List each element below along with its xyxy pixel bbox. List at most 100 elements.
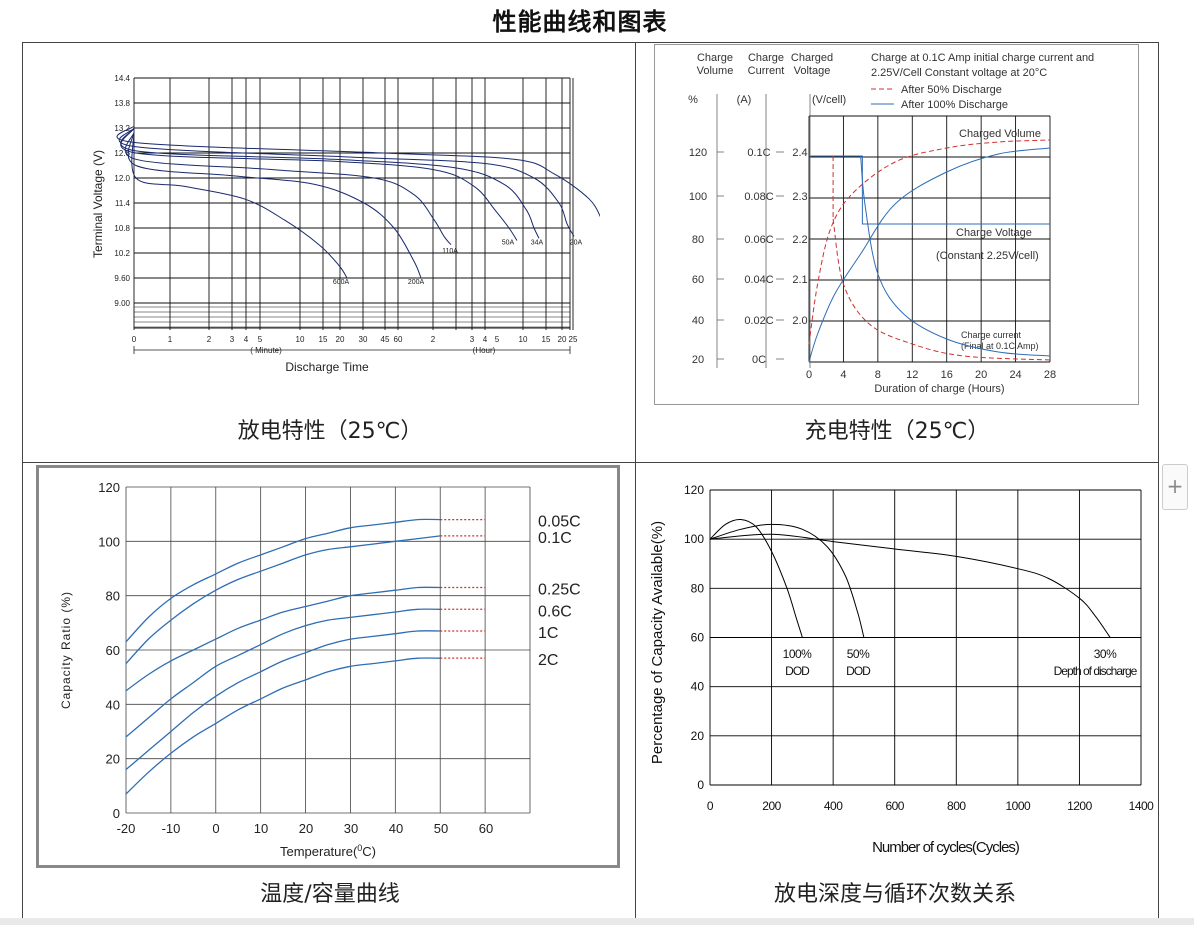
y-tick-label: 20	[106, 752, 120, 767]
x-tick-label: 60	[479, 821, 493, 836]
series-label-bottom: Depth of discharge	[1054, 664, 1138, 678]
x-tick-label: 24	[1009, 369, 1021, 381]
series-label: 0.05C	[538, 514, 581, 531]
discharge-curve-50A	[120, 127, 518, 241]
annotation-charge-voltage: Charge Voltage	[956, 227, 1032, 239]
x-tick-label: 600	[885, 799, 904, 813]
current-tick-label: 0.06C	[744, 234, 773, 246]
series-label: 0.1C	[538, 530, 572, 547]
charged-volume-100	[808, 147, 1051, 363]
column-header-top: Charge	[697, 52, 733, 64]
chart-grid-table	[22, 42, 1159, 925]
x-tick-label: 3	[470, 335, 475, 344]
x-axis-title: Temperature(0C)	[280, 843, 376, 859]
y-tick-label: 11.4	[115, 199, 131, 208]
discharge-caption: 放电特性（25℃）	[237, 419, 423, 444]
x-tick-label: 2	[431, 335, 436, 344]
series-label-top: 100%	[783, 647, 813, 661]
table-divider-vertical	[635, 42, 636, 925]
series-label-top: 30%	[1094, 647, 1117, 661]
volume-tick-label: 120	[689, 147, 707, 159]
voltage-tick-label: 2.4	[792, 147, 807, 159]
y-tick-label: 12.0	[114, 174, 130, 183]
chart-border	[654, 44, 1139, 405]
series-label: 0.25C	[538, 582, 581, 599]
add-button[interactable]: +	[1162, 464, 1188, 510]
x-axis-title: Discharge Time	[285, 360, 369, 374]
x-tick-label: 4	[483, 335, 488, 344]
y-tick-label: 10.8	[114, 224, 130, 233]
capacity-curve-0.6C	[125, 608, 441, 738]
x-unit-minute: ( Minute)	[250, 346, 282, 355]
capacity-curve-2C	[125, 657, 441, 795]
current-tick-label: 0.08C	[744, 191, 773, 203]
page-title: 性能曲线和图表	[492, 8, 668, 36]
cycle-curve-1	[709, 518, 803, 638]
x-tick-label: 0	[132, 335, 137, 344]
x-tick-label: 15	[319, 335, 328, 344]
charge-caption: 充电特性（25℃）	[804, 419, 990, 444]
legend-label: After 100% Discharge	[901, 99, 1008, 111]
x-tick-label: 45	[381, 335, 390, 344]
x-tick-label: 20	[558, 335, 567, 344]
x-tick-label: 30	[359, 335, 368, 344]
y-tick-label: 14.4	[114, 74, 130, 83]
x-axis-title: Number of cycles(Cycles)	[872, 839, 1020, 856]
volume-tick-label: 20	[692, 354, 704, 366]
curve-label: 34A	[531, 240, 544, 247]
x-tick-label: 0	[212, 821, 219, 836]
x-tick-label: 20	[975, 369, 987, 381]
x-tick-label: 1	[168, 335, 173, 344]
chart-title-line1: Charge at 0.1C Amp initial charge curren…	[871, 52, 1094, 64]
legend-label: After 50% Discharge	[901, 84, 1002, 96]
curve-label: 200A	[408, 279, 425, 286]
discharge-curve-110A	[124, 132, 452, 246]
charge-chart: ChargeVolume%ChargeCurrent(A)ChargedVolt…	[654, 44, 1139, 405]
x-unit-hour: (Hour)	[473, 346, 496, 355]
curve-label: 50A	[502, 240, 515, 247]
series-label-bottom: DOD	[785, 664, 810, 678]
y-tick-label: 40	[106, 697, 120, 712]
y-axis-title: Capacity Ratio (%)	[59, 591, 73, 709]
column-unit: (V/cell)	[812, 94, 846, 106]
capacity-curve-0.05C	[125, 518, 441, 643]
y-tick-label: 120	[684, 483, 704, 497]
charged-volume-50	[808, 139, 1051, 345]
column-header-top: Charged	[791, 52, 833, 64]
temperature-chart: -20 -10 0 10 20 30 40 50 60 120 100 80 60 40 20 0 Temper…	[36, 465, 620, 868]
y-tick-label: 60	[106, 643, 120, 658]
x-tick-label: 10	[254, 821, 268, 836]
x-tick-label: 8	[875, 369, 881, 381]
x-tick-label: 10	[519, 335, 528, 344]
annotation-charge-current: Charge current	[961, 330, 1022, 340]
series-label-bottom: DOD	[846, 664, 871, 678]
x-tick-label: 0	[707, 799, 714, 813]
x-tick-label: 0	[806, 369, 812, 381]
x-tick-label: 400	[824, 799, 843, 813]
column-header-bottom: Voltage	[794, 65, 831, 77]
x-tick-label: 800	[947, 799, 966, 813]
charge-current-100	[860, 155, 1051, 357]
x-tick-label: 40	[389, 821, 403, 836]
y-tick-label: 80	[691, 581, 705, 595]
x-tick-label: 1200	[1067, 799, 1093, 813]
volume-tick-label: 40	[692, 315, 704, 327]
x-tick-label: 200	[762, 799, 781, 813]
horizontal-scrollbar[interactable]	[0, 918, 1194, 925]
charge-voltage-100	[809, 155, 1050, 225]
x-tick-label: 16	[941, 369, 953, 381]
cycle-caption: 放电深度与循环次数关系	[773, 882, 1016, 907]
discharge-curve-10.5A	[116, 125, 600, 218]
x-tick-label: 3	[230, 335, 235, 344]
x-tick-label: 4	[244, 335, 249, 344]
y-tick-label: 10.2	[114, 249, 130, 258]
cycle-curve-2	[709, 523, 865, 638]
current-tick-label: 0C	[752, 354, 766, 366]
x-tick-label: 4	[840, 369, 846, 381]
series-label-top: 50%	[847, 647, 870, 661]
y-tick-label: 20	[691, 729, 705, 743]
curve-label: 600A	[333, 279, 350, 286]
column-unit: %	[688, 94, 698, 106]
annotation-charged-volume: Charged Volume	[959, 128, 1041, 140]
x-tick-label: 10	[296, 335, 305, 344]
